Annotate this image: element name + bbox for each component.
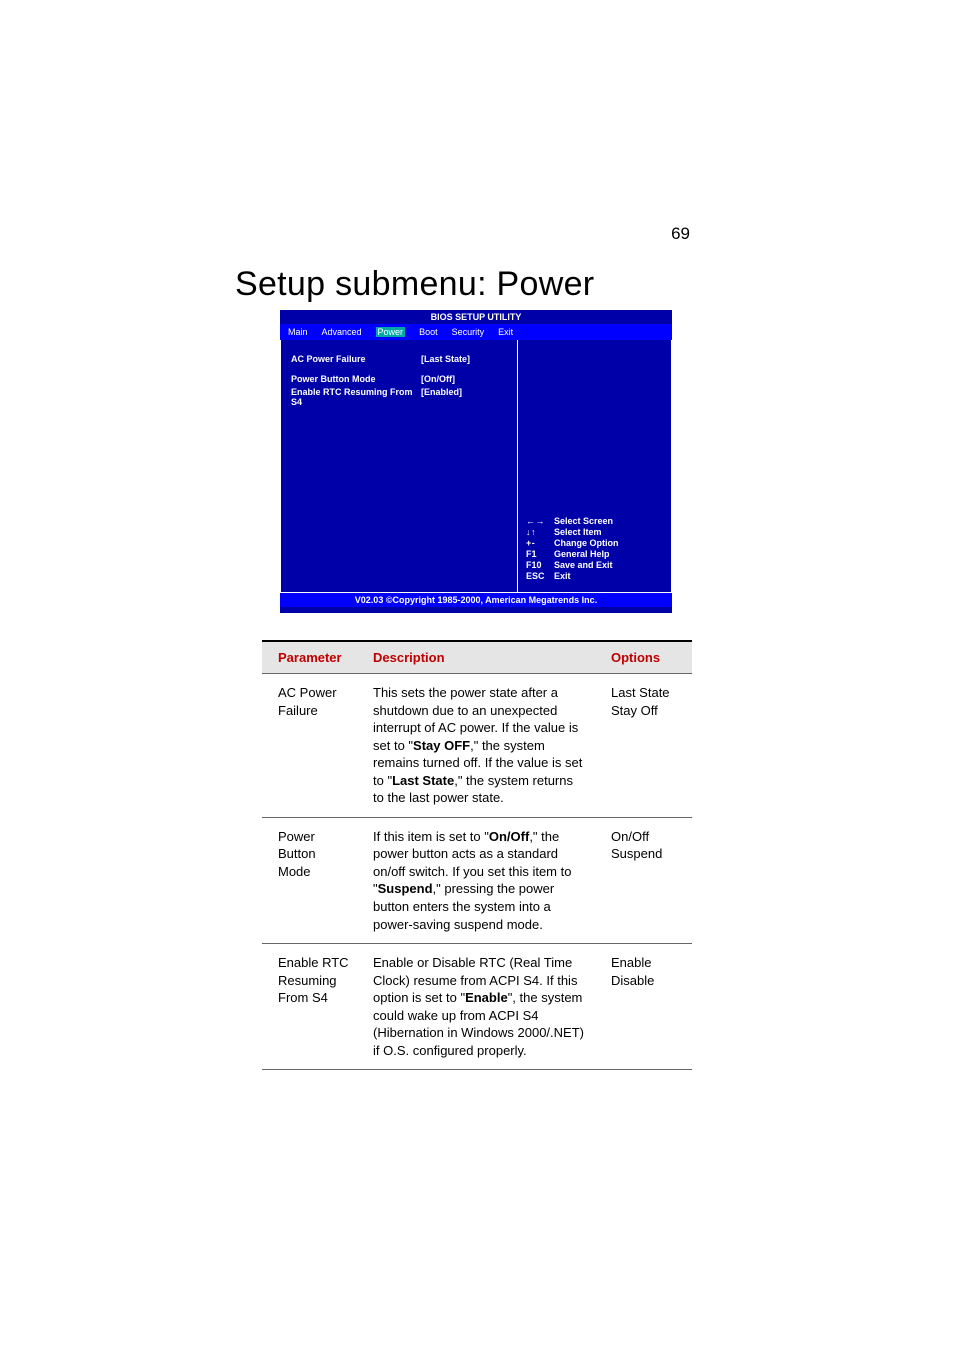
bios-help-key: F1	[526, 549, 554, 559]
bold-term: Last State	[392, 773, 454, 788]
bios-help-row: + -Change Option	[526, 538, 619, 548]
bios-help-row: F10Save and Exit	[526, 560, 619, 570]
bios-tab-main: Main	[288, 327, 308, 337]
bios-help-key: F10	[526, 560, 554, 570]
bios-help-text: Save and Exit	[554, 560, 613, 570]
bold-term: On/Off	[489, 829, 529, 844]
parameter-table: Parameter Description Options AC Power F…	[262, 640, 692, 1070]
bios-tab-bar: Main Advanced Power Boot Security Exit	[280, 324, 672, 340]
page-number: 69	[671, 224, 690, 244]
table-row: AC Power FailureThis sets the power stat…	[262, 674, 692, 818]
bios-help-text: Select Screen	[554, 516, 613, 526]
bold-term: Enable	[465, 990, 508, 1005]
options-cell: Last StateStay Off	[595, 674, 692, 818]
bios-help-text: Change Option	[554, 538, 619, 548]
bios-item-label: Power Button Mode	[291, 374, 421, 384]
table-header-options: Options	[595, 641, 692, 674]
bios-tab-boot: Boot	[419, 327, 438, 337]
bios-tab-security: Security	[452, 327, 485, 337]
bold-term: Suspend	[378, 881, 433, 896]
bios-help-row: ESCExit	[526, 571, 619, 581]
bios-help-key: ← →	[526, 516, 554, 526]
parameter-cell: AC Power Failure	[262, 674, 357, 818]
bios-item-value: [Last State]	[421, 354, 470, 364]
options-cell: EnableDisable	[595, 944, 692, 1070]
bios-items-panel: AC Power Failure[Last State]Power Button…	[280, 340, 518, 593]
bios-footer: V02.03 ©Copyright 1985-2000, American Me…	[280, 593, 672, 607]
bios-help-row: ↓ ↑Select Item	[526, 527, 619, 537]
parameter-cell: Enable RTC Resuming From S4	[262, 944, 357, 1070]
options-cell: On/OffSuspend	[595, 817, 692, 943]
table-header-description: Description	[357, 641, 595, 674]
description-cell: Enable or Disable RTC (Real Time Clock) …	[357, 944, 595, 1070]
bios-help-text: General Help	[554, 549, 610, 559]
table-header-parameter: Parameter	[262, 641, 357, 674]
bios-tab-advanced: Advanced	[322, 327, 362, 337]
bold-term: Stay OFF	[413, 738, 470, 753]
bios-title: BIOS SETUP UTILITY	[280, 310, 672, 324]
table-row: Power Button ModeIf this item is set to …	[262, 817, 692, 943]
bios-item-row: AC Power Failure[Last State]	[291, 354, 507, 364]
table-row: Enable RTC Resuming From S4Enable or Dis…	[262, 944, 692, 1070]
bios-tab-power: Power	[376, 327, 406, 337]
bios-item-value: [On/Off]	[421, 374, 455, 384]
bios-item-label: Enable RTC Resuming From S4	[291, 387, 421, 407]
bios-screenshot: BIOS SETUP UTILITY Main Advanced Power Boot…	[280, 310, 672, 613]
bios-item-row: Enable RTC Resuming From S4[Enabled]	[291, 387, 507, 407]
description-cell: If this item is set to "On/Off," the pow…	[357, 817, 595, 943]
parameter-cell: Power Button Mode	[262, 817, 357, 943]
description-cell: This sets the power state after a shutdo…	[357, 674, 595, 818]
bios-help-key: + -	[526, 538, 554, 548]
bios-tab-exit: Exit	[498, 327, 513, 337]
page-title: Setup submenu: Power	[235, 265, 594, 304]
bios-help-panel: ← →Select Screen↓ ↑Select Item+ -Change …	[518, 340, 672, 593]
bios-item-value: [Enabled]	[421, 387, 462, 407]
bios-item-row: Power Button Mode[On/Off]	[291, 374, 507, 384]
bios-help-text: Exit	[554, 571, 571, 581]
bios-item-label: AC Power Failure	[291, 354, 421, 364]
bios-help-key: ESC	[526, 571, 554, 581]
bios-help-text: Select Item	[554, 527, 602, 537]
bios-help-row: ← →Select Screen	[526, 516, 619, 526]
bios-help-key: ↓ ↑	[526, 527, 554, 537]
bios-help-row: F1General Help	[526, 549, 619, 559]
